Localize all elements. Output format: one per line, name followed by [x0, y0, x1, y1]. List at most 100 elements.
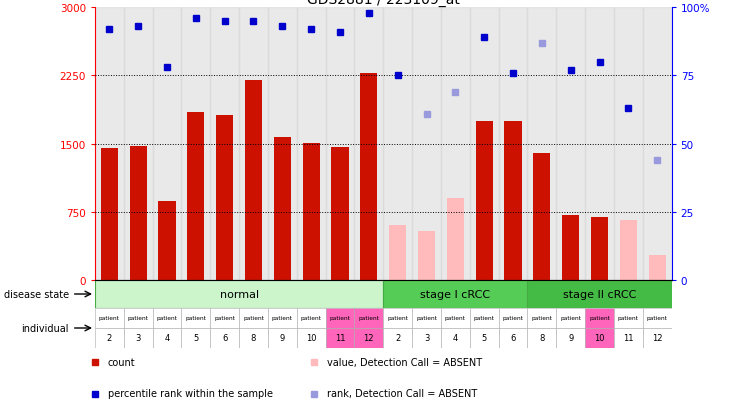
Bar [470, 308, 499, 328]
Bar [383, 328, 412, 348]
Bar [614, 328, 643, 348]
Bar [187, 113, 204, 280]
Bar [95, 280, 383, 308]
Text: patient: patient [647, 316, 668, 321]
Bar [383, 8, 412, 280]
Bar [389, 226, 407, 280]
Text: rank, Detection Call = ABSENT: rank, Detection Call = ABSENT [327, 389, 477, 399]
Text: 4: 4 [453, 334, 458, 343]
Bar [268, 328, 296, 348]
Bar [591, 218, 608, 280]
Bar [355, 328, 383, 348]
Bar [124, 328, 153, 348]
Bar [129, 147, 147, 280]
Bar [383, 280, 528, 308]
Text: value, Detection Call = ABSENT: value, Detection Call = ABSENT [327, 357, 482, 368]
Bar [475, 121, 493, 280]
Bar [355, 308, 383, 328]
Text: 4: 4 [164, 334, 169, 343]
Bar [441, 308, 470, 328]
Text: patient: patient [301, 316, 322, 321]
Bar [585, 328, 614, 348]
Text: patient: patient [156, 316, 177, 321]
Bar [101, 149, 118, 280]
Bar [383, 308, 412, 328]
Title: GDS2881 / 223109_at: GDS2881 / 223109_at [307, 0, 460, 7]
Text: count: count [107, 357, 135, 368]
Bar [124, 308, 153, 328]
Bar [326, 308, 355, 328]
Bar [643, 308, 672, 328]
Text: 12: 12 [652, 334, 662, 343]
Bar [153, 8, 182, 280]
Bar [95, 308, 124, 328]
Bar [441, 328, 470, 348]
Bar [326, 328, 355, 348]
Text: patient: patient [531, 316, 553, 321]
Bar [585, 308, 614, 328]
Bar [470, 328, 499, 348]
Text: 6: 6 [510, 334, 515, 343]
Text: normal: normal [220, 289, 258, 299]
Bar [239, 328, 268, 348]
Text: patient: patient [416, 316, 437, 321]
Text: stage II cRCC: stage II cRCC [563, 289, 637, 299]
Bar [95, 328, 124, 348]
Text: patient: patient [358, 316, 380, 321]
Text: patient: patient [474, 316, 495, 321]
Bar [499, 328, 528, 348]
Bar [302, 143, 320, 280]
Bar [412, 8, 441, 280]
Bar [210, 328, 239, 348]
Bar [470, 8, 499, 280]
Text: individual: individual [21, 323, 69, 333]
Bar [562, 215, 580, 280]
Bar [528, 280, 672, 308]
Text: 11: 11 [335, 334, 345, 343]
Text: 3: 3 [424, 334, 429, 343]
Bar [297, 8, 326, 280]
Bar [331, 148, 349, 280]
Bar [95, 8, 124, 280]
Bar [620, 221, 637, 280]
Bar [499, 308, 528, 328]
Bar [182, 8, 210, 280]
Bar [528, 308, 556, 328]
Text: 12: 12 [364, 334, 374, 343]
Bar [360, 74, 377, 280]
Text: patient: patient [445, 316, 466, 321]
Text: patient: patient [560, 316, 581, 321]
Bar [648, 255, 666, 280]
Text: 2: 2 [395, 334, 400, 343]
Text: patient: patient [329, 316, 350, 321]
Bar [418, 231, 435, 280]
Bar [447, 199, 464, 280]
Bar [297, 328, 326, 348]
Bar [182, 328, 210, 348]
Text: 5: 5 [193, 334, 199, 343]
Text: 6: 6 [222, 334, 227, 343]
Text: patient: patient [214, 316, 235, 321]
Bar [210, 308, 239, 328]
Bar [268, 308, 296, 328]
Bar [124, 8, 153, 280]
Text: 9: 9 [280, 334, 285, 343]
Text: patient: patient [589, 316, 610, 321]
Text: disease state: disease state [4, 289, 69, 299]
Text: 10: 10 [306, 334, 316, 343]
Text: stage I cRCC: stage I cRCC [420, 289, 491, 299]
Bar [326, 8, 355, 280]
Text: patient: patient [185, 316, 207, 321]
Bar [268, 8, 296, 280]
Bar [528, 328, 556, 348]
Text: patient: patient [243, 316, 264, 321]
Bar [614, 8, 643, 280]
Bar [441, 8, 470, 280]
Bar [504, 121, 522, 280]
Text: patient: patient [387, 316, 408, 321]
Bar [210, 8, 239, 280]
Bar [499, 8, 528, 280]
Bar [412, 308, 441, 328]
Bar [614, 308, 643, 328]
Bar [182, 308, 210, 328]
